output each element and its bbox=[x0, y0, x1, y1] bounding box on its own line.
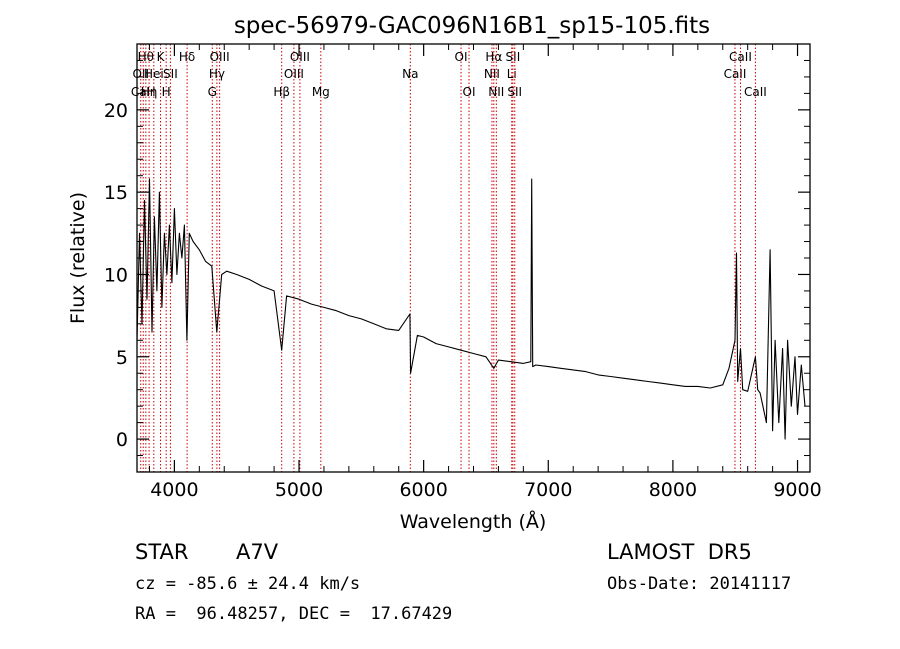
x-tick-label: 5000 bbox=[275, 479, 323, 501]
marker-label: Hη bbox=[141, 85, 158, 99]
x-axis-label: Wavelength (Å) bbox=[400, 510, 547, 533]
spectrum-series bbox=[136, 178, 806, 440]
line-markers: OIICaHHθHηHeiKHSIIHδGHγOIIIHβOIIIOIIIMgN… bbox=[131, 44, 767, 472]
marker-label: Li bbox=[507, 67, 517, 81]
marker-label: OI bbox=[455, 50, 468, 64]
object-class: STAR bbox=[135, 540, 189, 564]
marker-label: SII bbox=[506, 50, 521, 64]
x-tick-label: 9000 bbox=[773, 479, 821, 501]
marker-label: OIII bbox=[284, 67, 304, 81]
marker-label: Na bbox=[402, 67, 418, 81]
object-subclass: A7V bbox=[236, 540, 279, 564]
redshift-velocity: cz = -85.6 ± 24.4 km/s bbox=[135, 574, 361, 594]
chart-title: spec-56979-GAC096N16B1_sp15-105.fits bbox=[234, 13, 710, 39]
marker-label: NII bbox=[484, 67, 500, 81]
marker-label: Hδ bbox=[179, 50, 195, 64]
y-tick-label: 15 bbox=[104, 182, 128, 204]
y-tick-label: 10 bbox=[104, 264, 128, 286]
marker-label: H bbox=[162, 85, 171, 99]
survey-release: LAMOST DR5 bbox=[607, 540, 752, 564]
marker-label: CaII bbox=[744, 85, 767, 99]
y-axis-label: Flux (relative) bbox=[67, 192, 89, 324]
marker-label: Hβ bbox=[273, 85, 290, 99]
y-tick-label: 0 bbox=[116, 429, 128, 451]
sky-coordinates: RA = 96.48257, DEC = 17.67429 bbox=[135, 604, 453, 624]
x-tick-label: 6000 bbox=[399, 479, 447, 501]
marker-label: CaII bbox=[729, 50, 752, 64]
marker-label: OI bbox=[463, 85, 476, 99]
marker-label: SII bbox=[507, 85, 522, 99]
x-tick-label: 4000 bbox=[150, 479, 198, 501]
marker-label: OIII bbox=[290, 50, 310, 64]
y-tick-label: 5 bbox=[116, 347, 128, 369]
observation-date: Obs-Date: 20141117 bbox=[607, 574, 792, 594]
marker-label: K bbox=[157, 50, 166, 64]
marker-label: Hγ bbox=[209, 67, 225, 81]
marker-label: OIII bbox=[210, 50, 230, 64]
marker-label: Hθ bbox=[138, 50, 154, 64]
x-tick-label: 8000 bbox=[649, 479, 697, 501]
marker-label: Hei bbox=[144, 67, 164, 81]
y-tick-label: 20 bbox=[104, 100, 128, 122]
marker-label: Mg bbox=[312, 85, 330, 99]
marker-label: NII bbox=[488, 85, 504, 99]
x-tick-label: 7000 bbox=[524, 479, 572, 501]
axis-ticks: 4000 5000 6000 7000 8000 9000 0 5 10 15 20 bbox=[104, 43, 822, 501]
plot-frame bbox=[136, 43, 811, 473]
marker-label: SII bbox=[163, 67, 178, 81]
spectrum-line bbox=[136, 178, 806, 440]
marker-label: Hα bbox=[485, 50, 502, 64]
marker-label: CaII bbox=[724, 67, 747, 81]
marker-label: G bbox=[208, 85, 217, 99]
